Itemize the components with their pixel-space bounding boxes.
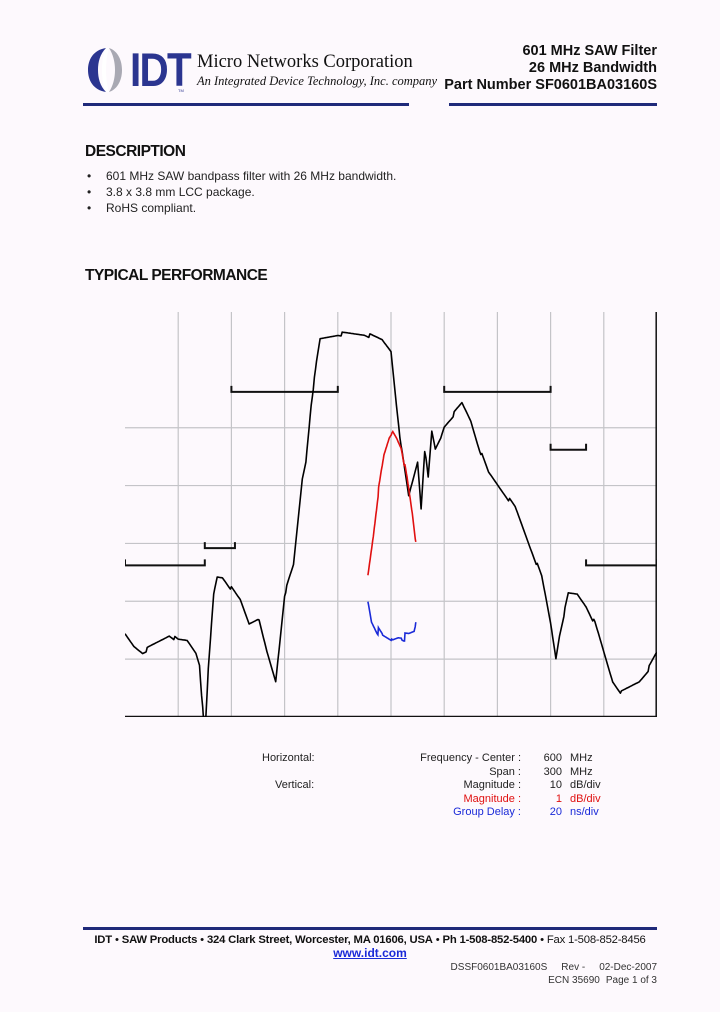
settings-group [262,806,365,820]
settings-label: Magnitude : [463,792,521,805]
settings-unit: dB/div [570,779,601,792]
doc-date: 02-Dec-2007 [599,962,657,973]
settings-value: 300 [543,765,562,778]
product-title-block: 601 MHz SAW Filter 26 MHz Bandwidth Part… [444,43,657,94]
spec-mask-line [443,385,552,393]
settings-value: 10 [549,779,562,792]
settings-group [262,793,365,807]
doc-revision: Rev - [561,962,586,973]
bullet-separator-icon: • [540,934,544,946]
company-name: Micro Networks Corporation [197,52,413,72]
settings-value: 600 [543,752,562,764]
settings-label: Span : [489,765,521,778]
bullet-separator-icon: • [114,934,119,946]
settings-unit: MHz [570,765,593,778]
idt-logo-mark-icon [88,48,122,92]
spec-mask-line [125,559,206,567]
description-heading: DESCRIPTION [85,143,186,160]
spec-mask-line [549,443,588,451]
frequency-response-chart [125,312,657,717]
footer-division: SAW Products [121,934,198,946]
trademark-mark: TM [178,88,184,93]
document-info: DSSF0601BA03160S Rev - 02-Dec-2007 ECN 356… [451,961,657,987]
footer-fax: Fax 1-508-852-8456 [546,934,646,946]
spec-mask-line [203,542,236,550]
instrument-settings: Horizontal: Frequency - Center : 600 MHz… [262,752,601,820]
spec-mask-line [230,385,339,393]
settings-label: Frequency - Center : [420,752,521,764]
doc-number: DSSF0601BA03160S [450,962,548,973]
footer-phone: Ph 1-508-852-5400 [442,934,538,946]
company-tagline: An Integrated Device Technology, Inc. co… [197,74,438,88]
settings-unit: ns/div [570,806,599,819]
website-link[interactable]: www.idt.com [333,946,407,960]
settings-group: Vertical: [275,779,315,792]
magnitude-1db-trace [367,430,417,576]
magnitude-10db-trace [125,331,657,717]
header-rule-right [449,103,657,106]
bullet-separator-icon: • [200,934,204,946]
settings-value: 1 [555,792,562,805]
settings-label: Group Delay : [453,806,521,819]
footer-website: www.idt.com [83,946,657,960]
description-item: 3.8 x 3.8 mm LCC package. [85,184,396,200]
description-item: 601 MHz SAW bandpass filter with 26 MHz … [85,168,396,184]
settings-group [262,766,365,780]
settings-row: Vertical: Magnitude : 10 dB/div [262,779,601,793]
settings-label: Magnitude : [463,779,521,792]
part-number: Part Number SF0601BA03160S [444,77,657,93]
settings-unit: dB/div [570,792,601,805]
settings-row: Span : 300 MHz [262,766,601,780]
bullet-separator-icon: • [435,934,440,946]
settings-row: Group Delay : 20 ns/div [262,806,601,820]
footer-company: IDT [94,934,112,946]
product-title: 601 MHz SAW Filter [522,43,657,59]
footer-contact: IDT • SAW Products • 324 Clark Street, Worce… [83,933,657,947]
header-rule-left [83,103,409,106]
settings-value: 20 [549,806,562,819]
settings-unit: MHz [570,752,593,764]
description-list: 601 MHz SAW bandpass filter with 26 MHz … [85,168,396,216]
settings-group: Horizontal: [262,752,315,764]
doc-ecn: ECN 35690 [548,975,600,986]
performance-heading: TYPICAL PERFORMANCE [85,267,268,284]
idt-logo-text: IDT [130,43,192,96]
group-delay-trace [367,601,417,642]
description-item: RoHS compliant. [85,200,396,216]
settings-row: Magnitude : 1 dB/div [262,793,601,807]
product-bandwidth: 26 MHz Bandwidth [528,60,657,76]
spec-mask-line [585,559,657,567]
doc-page: Page 1 of 3 [605,975,657,986]
footer-rule [83,927,657,930]
footer-address: 324 Clark Street, Worcester, MA 01606, U… [206,934,433,946]
settings-row: Horizontal: Frequency - Center : 600 MHz [262,752,601,766]
